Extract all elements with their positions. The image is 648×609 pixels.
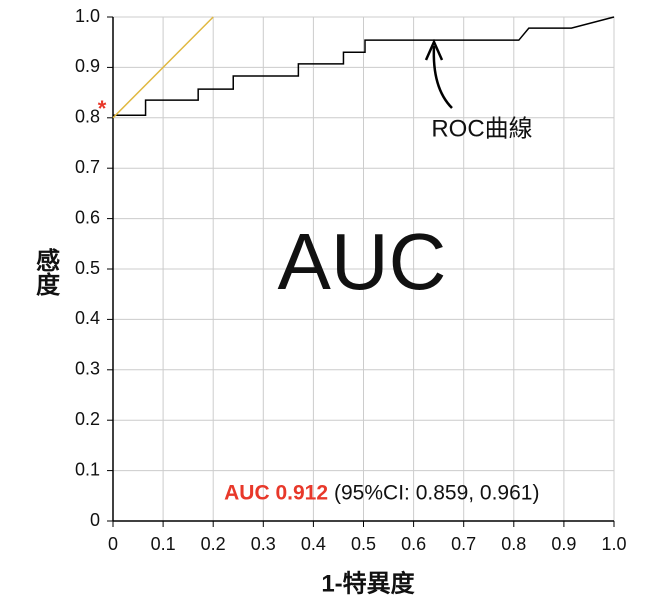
auc-big: AUC <box>278 217 447 306</box>
y-axis-label: 感度 <box>32 247 60 297</box>
x-axis-label: 1-特異度 <box>321 569 415 597</box>
auc-ci: (95%CI: 0.859, 0.961) <box>334 482 539 505</box>
y-tick-label: 0 <box>90 510 100 530</box>
x-tick-label: 0.7 <box>451 534 476 554</box>
x-tick-label: 0.4 <box>301 534 326 554</box>
cutoff-marker: * <box>98 96 107 121</box>
x-tick-label: 0.3 <box>251 534 276 554</box>
x-tick-label: 0.6 <box>401 534 426 554</box>
y-tick-label: 0.1 <box>75 459 100 479</box>
roc-label: ROC曲線 <box>431 115 532 142</box>
x-tick-label: 0.9 <box>551 534 576 554</box>
x-tick-label: 0.8 <box>501 534 526 554</box>
series-line <box>112 16 214 119</box>
y-tick-label: 1.0 <box>75 6 100 26</box>
y-tick-label: 0.8 <box>75 107 100 127</box>
y-tick-label: 0.4 <box>75 308 100 328</box>
y-tick-label: 0.5 <box>75 258 100 278</box>
auc-value: AUC 0.912 <box>224 482 328 505</box>
y-tick-label: 0.6 <box>75 207 100 227</box>
arrow <box>432 45 453 109</box>
x-tick-label: 0.5 <box>351 534 376 554</box>
y-tick-label: 0.2 <box>75 409 100 429</box>
x-tick-label: 0 <box>108 534 118 554</box>
x-tick-label: 0.1 <box>151 534 176 554</box>
series-line <box>113 16 615 117</box>
y-tick-label: 0.7 <box>75 157 100 177</box>
x-tick-label: 1.0 <box>601 534 626 554</box>
x-tick-label: 0.2 <box>201 534 226 554</box>
y-tick-label: 0.9 <box>75 56 100 76</box>
arrow-head <box>424 38 444 61</box>
y-tick-label: 0.3 <box>75 359 100 379</box>
